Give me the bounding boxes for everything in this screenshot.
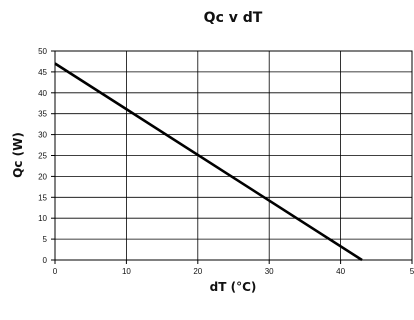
- y-tick-label: 5: [43, 235, 48, 244]
- x-tick-marks: [54, 260, 413, 264]
- x-axis-label: dT (°C): [210, 280, 257, 294]
- x-tick-label: 30: [265, 267, 274, 276]
- x-tick-label: 20: [193, 267, 202, 276]
- y-tick-label: 40: [38, 89, 47, 98]
- y-tick-label: 50: [38, 47, 47, 56]
- y-axis-label: Qc (W): [11, 132, 25, 178]
- y-tick-label: 45: [38, 68, 47, 77]
- y-tick-marks: [51, 50, 55, 261]
- y-tick-label: 25: [38, 152, 47, 161]
- y-tick-label: 20: [38, 172, 47, 181]
- x-tick-label: 10: [122, 267, 131, 276]
- x-tick-label: 5: [410, 267, 414, 276]
- y-tick-label: 15: [38, 193, 47, 202]
- y-tick-labels: 0 5 10 15 20 25 30 35 40 45 50: [38, 47, 47, 265]
- x-tick-labels: 0 10 20 30 40 5: [53, 267, 414, 276]
- series-group: [54, 62, 363, 262]
- series-line: [54, 62, 363, 262]
- y-tick-label: 0: [43, 256, 48, 265]
- x-tick-label: 40: [336, 267, 345, 276]
- grid-lines: [55, 51, 412, 260]
- x-tick-label: 0: [53, 267, 58, 276]
- y-tick-label: 30: [38, 131, 47, 140]
- chart-title: Qc v dT: [204, 10, 263, 26]
- y-tick-label: 35: [38, 110, 47, 119]
- y-tick-label: 10: [38, 214, 47, 223]
